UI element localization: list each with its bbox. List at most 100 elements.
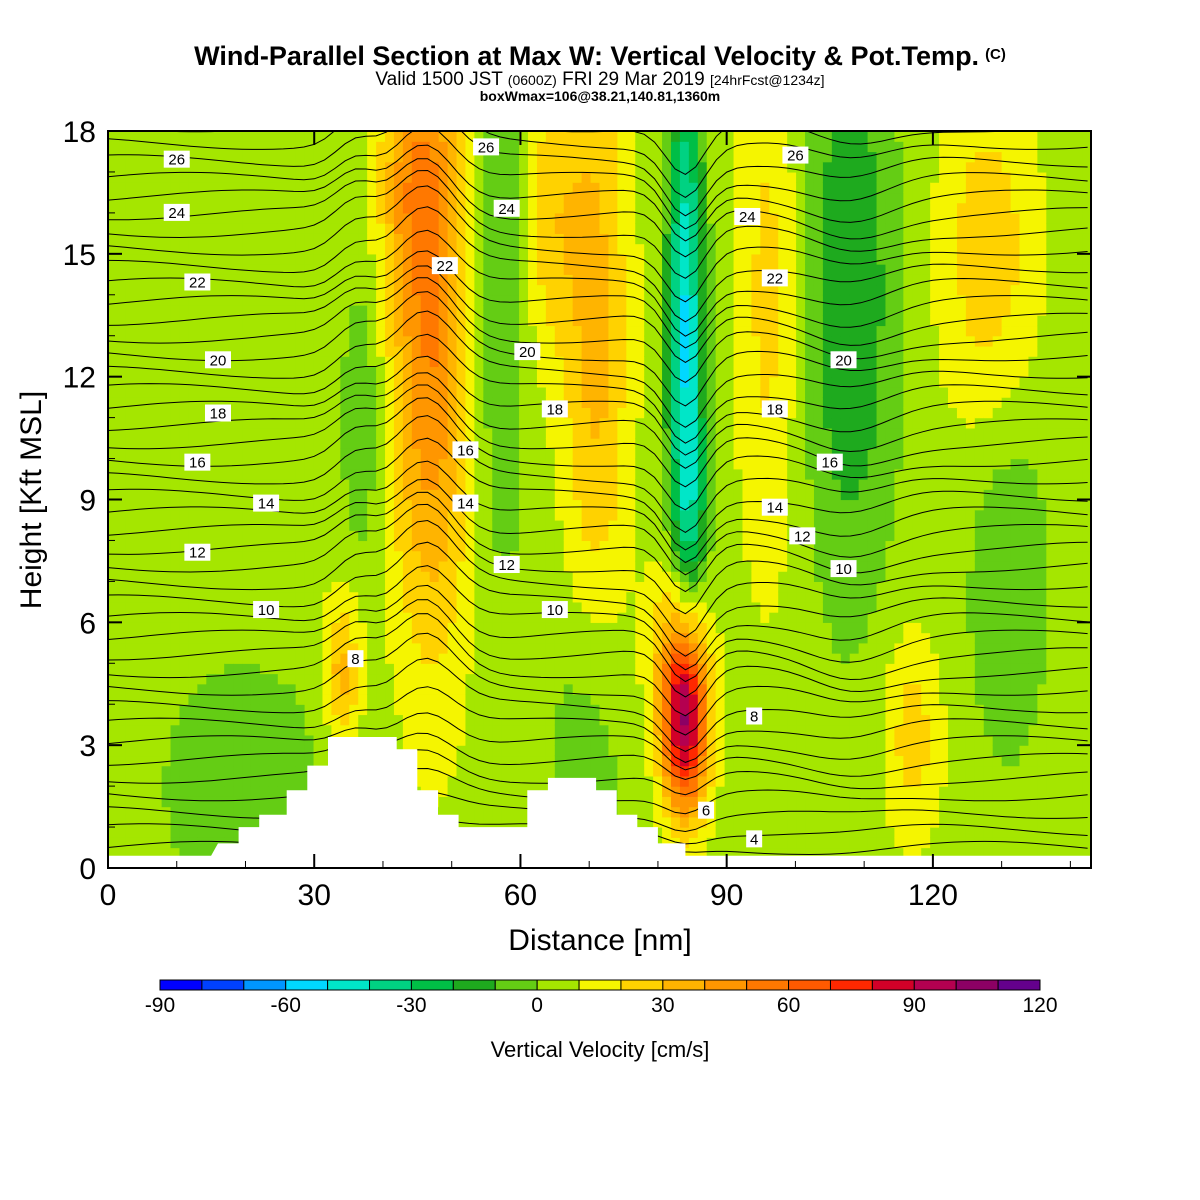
velocity-cell: [286, 642, 297, 654]
velocity-cell: [358, 724, 368, 736]
velocity-cell: [483, 131, 493, 142]
velocity-cell: [152, 642, 163, 654]
velocity-cell: [715, 591, 726, 603]
velocity-cell: [510, 714, 520, 726]
velocity-cell: [563, 294, 574, 306]
velocity-cell: [679, 499, 690, 511]
velocity-cell: [420, 540, 431, 552]
velocity-cell: [304, 724, 315, 736]
velocity-cell: [438, 479, 449, 490]
velocity-cell: [438, 438, 449, 449]
velocity-cell: [322, 397, 333, 408]
velocity-cell: [197, 171, 207, 183]
velocity-cell: [528, 519, 538, 531]
velocity-cell: [715, 806, 726, 818]
title-block: Wind-Parallel Section at Max W: Vertical…: [0, 40, 1200, 104]
velocity-cell: [572, 479, 583, 490]
velocity-cell: [250, 786, 261, 797]
velocity-cell: [519, 745, 529, 757]
velocity-cell: [635, 560, 645, 572]
velocity-cell: [313, 305, 324, 316]
velocity-cell: [492, 274, 502, 286]
velocity-cell: [242, 223, 252, 234]
velocity-cell: [420, 550, 431, 562]
velocity-cell: [286, 581, 297, 593]
velocity-cell: [519, 786, 529, 797]
velocity-cell: [617, 786, 627, 797]
velocity-cell: [519, 458, 529, 470]
velocity-cell: [501, 755, 511, 767]
velocity-cell: [376, 499, 386, 511]
velocity-cell: [590, 724, 601, 736]
velocity-cell: [313, 345, 324, 357]
velocity-cell: [385, 182, 395, 194]
velocity-cell: [125, 847, 136, 859]
velocity-cell: [188, 591, 198, 603]
velocity-cell: [670, 509, 681, 521]
velocity-cell: [188, 642, 198, 654]
velocity-cell: [224, 202, 234, 214]
velocity-cell: [572, 458, 583, 470]
velocity-cell: [331, 345, 341, 357]
velocity-cell: [108, 284, 118, 296]
velocity-cell: [402, 141, 413, 153]
velocity-cell: [545, 253, 556, 265]
velocity-cell: [304, 305, 315, 316]
velocity-cell: [304, 642, 315, 654]
velocity-cell: [393, 192, 404, 204]
velocity-cell: [608, 653, 618, 664]
velocity-cell: [536, 356, 547, 368]
velocity-cell: [519, 663, 529, 675]
velocity-cell: [393, 622, 404, 634]
velocity-cell: [420, 366, 431, 378]
velocity-cell: [492, 182, 502, 194]
velocity-cell: [474, 264, 484, 275]
velocity-cell: [224, 581, 234, 593]
velocity-cell: [197, 294, 207, 306]
velocity-cell: [152, 540, 163, 552]
velocity-cell: [724, 786, 735, 797]
velocity-cell: [206, 294, 216, 306]
velocity-cell: [188, 294, 198, 306]
velocity-cell: [465, 223, 475, 234]
velocity-cell: [143, 837, 154, 849]
velocity-cell: [670, 468, 681, 480]
velocity-cell: [233, 622, 243, 634]
velocity-cell: [572, 141, 583, 153]
velocity-cell: [420, 458, 431, 470]
velocity-cell: [143, 571, 154, 582]
velocity-cell: [420, 233, 431, 245]
velocity-cell: [188, 724, 198, 736]
velocity-cell: [295, 284, 306, 296]
velocity-cell: [545, 417, 556, 429]
velocity-cell: [233, 171, 243, 183]
velocity-cell: [242, 427, 252, 439]
velocity-cell: [519, 356, 529, 368]
velocity-cell: [599, 622, 610, 634]
velocity-cell: [644, 356, 654, 368]
velocity-cell: [617, 601, 627, 613]
velocity-cell: [483, 519, 493, 531]
velocity-cell: [116, 663, 127, 675]
velocity-cell: [322, 161, 333, 173]
velocity-cell: [715, 642, 726, 654]
velocity-cell: [224, 335, 234, 347]
velocity-cell: [376, 253, 386, 265]
velocity-cell: [143, 499, 154, 511]
velocity-cell: [528, 386, 538, 398]
velocity-cell: [429, 704, 440, 716]
velocity-cell: [376, 530, 386, 542]
velocity-cell: [376, 601, 386, 613]
velocity-cell: [340, 550, 350, 562]
velocity-cell: [563, 540, 574, 552]
velocity-cell: [599, 530, 610, 542]
velocity-cell: [215, 837, 225, 849]
velocity-cell: [108, 325, 118, 337]
velocity-cell: [286, 386, 297, 398]
velocity-cell: [715, 161, 726, 173]
velocity-cell: [393, 233, 404, 245]
velocity-cell: [313, 540, 324, 552]
velocity-cell: [233, 632, 243, 644]
velocity-cell: [626, 182, 636, 194]
velocity-cell: [393, 345, 404, 357]
